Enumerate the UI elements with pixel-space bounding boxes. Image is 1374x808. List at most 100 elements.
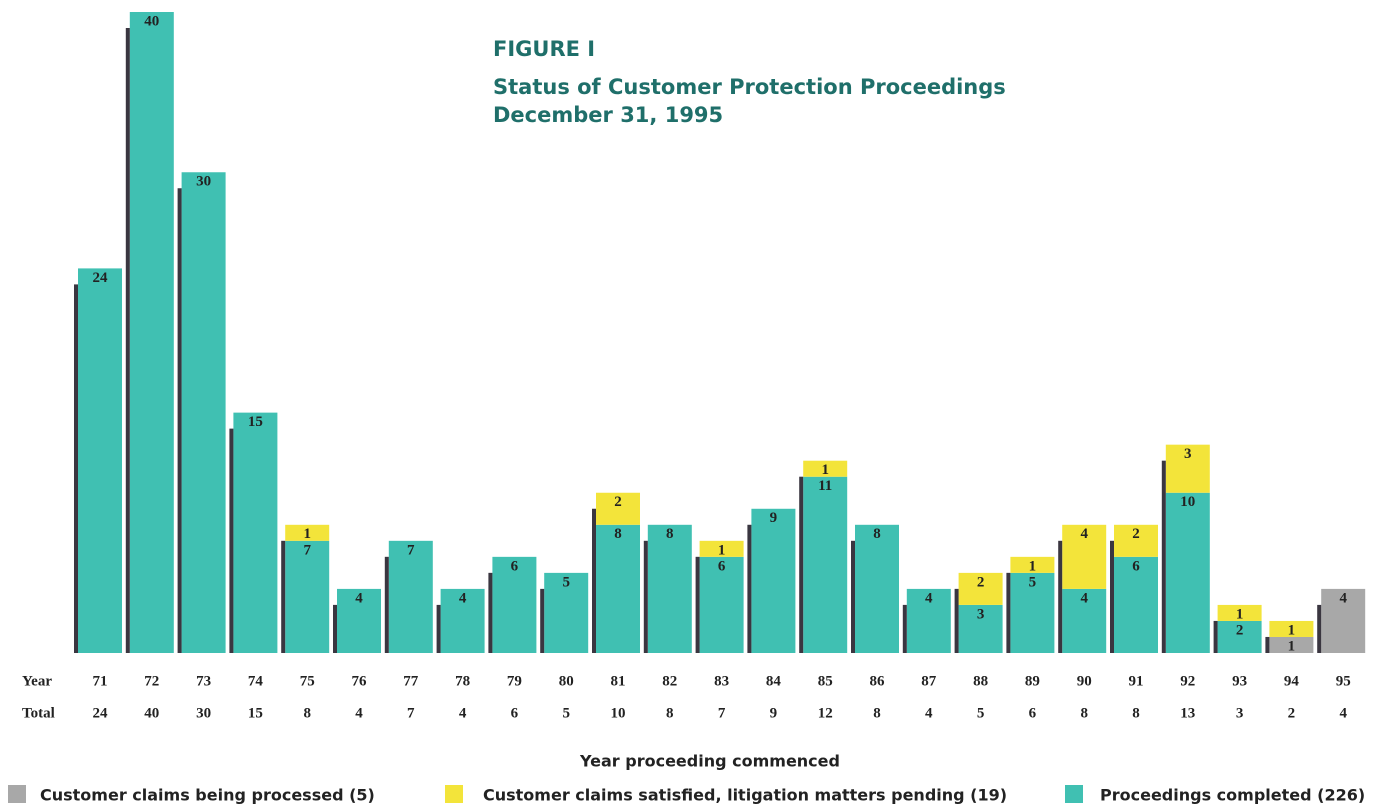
total-label: 9	[770, 705, 778, 721]
x-tick-label: 78	[455, 673, 470, 689]
bar-segment	[78, 268, 122, 653]
bar-segment	[803, 460, 848, 477]
bar-shadow	[281, 540, 286, 653]
total-label: 8	[666, 705, 674, 721]
value-label: 1	[303, 526, 311, 542]
bar-segment	[1217, 620, 1262, 653]
bar-shadow	[1110, 540, 1114, 653]
x-tick-label: 80	[559, 673, 574, 689]
value-label: 8	[614, 526, 622, 542]
value-label: 1	[821, 462, 829, 478]
total-label: 6	[511, 705, 519, 721]
value-label: 4	[925, 590, 933, 606]
legend-label: Customer claims satisfied, litigation ma…	[483, 786, 1007, 805]
bar-segment	[181, 172, 226, 653]
bar-shadow	[1058, 540, 1063, 653]
legend-swatch	[1065, 785, 1083, 803]
total-label: 40	[144, 705, 159, 721]
x-tick-label: 89	[1025, 673, 1040, 689]
chart-title: FIGURE I	[493, 37, 595, 61]
bar-shadow	[333, 604, 337, 653]
bar-segment	[699, 556, 744, 653]
bar-segment	[233, 412, 278, 653]
value-label: 15	[248, 414, 263, 430]
bar-segment	[1165, 444, 1210, 493]
bar-shadow	[799, 476, 804, 653]
value-label: 5	[1029, 574, 1037, 590]
total-label: 3	[1236, 705, 1244, 721]
bar-segment	[1062, 588, 1107, 653]
bar-shadow	[643, 540, 648, 653]
total-label: 7	[718, 705, 726, 721]
value-label: 40	[144, 13, 159, 29]
total-label: 7	[407, 705, 415, 721]
value-label: 4	[459, 590, 467, 606]
value-label: 7	[407, 542, 415, 558]
value-label: 1	[1236, 606, 1244, 622]
x-tick-label: 75	[300, 673, 315, 689]
x-tick-label: 85	[818, 673, 833, 689]
bar-shadow	[229, 428, 234, 653]
total-label: 8	[873, 705, 881, 721]
x-tick-label: 71	[93, 673, 108, 689]
total-label: 4	[1339, 705, 1347, 721]
bar-segment	[440, 588, 485, 653]
bar-segment	[1321, 588, 1366, 653]
bar-segment	[492, 556, 537, 653]
value-label: 4	[355, 590, 363, 606]
legend-label: Customer claims being processed (5)	[40, 786, 375, 805]
value-label: 4	[1080, 526, 1088, 542]
value-label: 4	[1080, 590, 1088, 606]
value-label: 8	[873, 526, 881, 542]
total-label: 5	[977, 705, 985, 721]
bar-segment	[388, 540, 433, 653]
x-tick-label: 86	[870, 673, 886, 689]
bar-segment	[1062, 524, 1107, 589]
value-label: 1	[1288, 622, 1296, 638]
value-label: 1	[1029, 558, 1037, 574]
total-label: 4	[459, 705, 467, 721]
x-axis-label: Year proceeding commenced	[579, 752, 840, 771]
bar-segment	[855, 524, 899, 653]
x-tick-label: 72	[144, 673, 159, 689]
bar-segment	[751, 508, 796, 653]
bar-shadow	[74, 284, 78, 653]
bar-segment	[1010, 556, 1055, 573]
total-label: 4	[925, 705, 933, 721]
x-tick-label: 82	[662, 673, 677, 689]
bar-segment	[129, 12, 174, 653]
total-label: 4	[355, 705, 363, 721]
total-label: 8	[303, 705, 311, 721]
bar-shadow	[851, 540, 855, 653]
value-label: 4	[1339, 590, 1347, 606]
bar-segment	[596, 524, 640, 653]
x-tick-label: 91	[1129, 673, 1144, 689]
bar-shadow	[1265, 636, 1270, 653]
value-label: 30	[196, 174, 211, 190]
bar-segment	[1010, 572, 1055, 653]
x-tick-label: 87	[921, 673, 937, 689]
row-label: Year	[22, 673, 52, 689]
bar-segment	[285, 540, 330, 653]
value-label: 5	[562, 574, 570, 590]
bar-shadow	[384, 556, 389, 653]
legend-label: Proceedings completed (226)	[1100, 786, 1365, 805]
value-label: 9	[770, 510, 778, 526]
value-label: 6	[1132, 558, 1140, 574]
x-tick-label: 92	[1180, 673, 1195, 689]
bar-shadow	[902, 604, 907, 653]
x-tick-label: 79	[507, 673, 522, 689]
bar-segment	[285, 524, 330, 541]
total-label: 6	[1029, 705, 1037, 721]
bar-segment	[1114, 556, 1158, 653]
x-tick-label: 83	[714, 673, 729, 689]
bar-segment	[906, 588, 951, 653]
bar-shadow	[1006, 572, 1011, 653]
bar-segment	[1269, 636, 1314, 653]
value-label: 2	[1236, 622, 1244, 638]
total-label: 30	[196, 705, 211, 721]
value-label: 10	[1180, 494, 1195, 510]
total-label: 5	[562, 705, 570, 721]
x-tick-label: 88	[973, 673, 988, 689]
bar-shadow	[436, 604, 441, 653]
